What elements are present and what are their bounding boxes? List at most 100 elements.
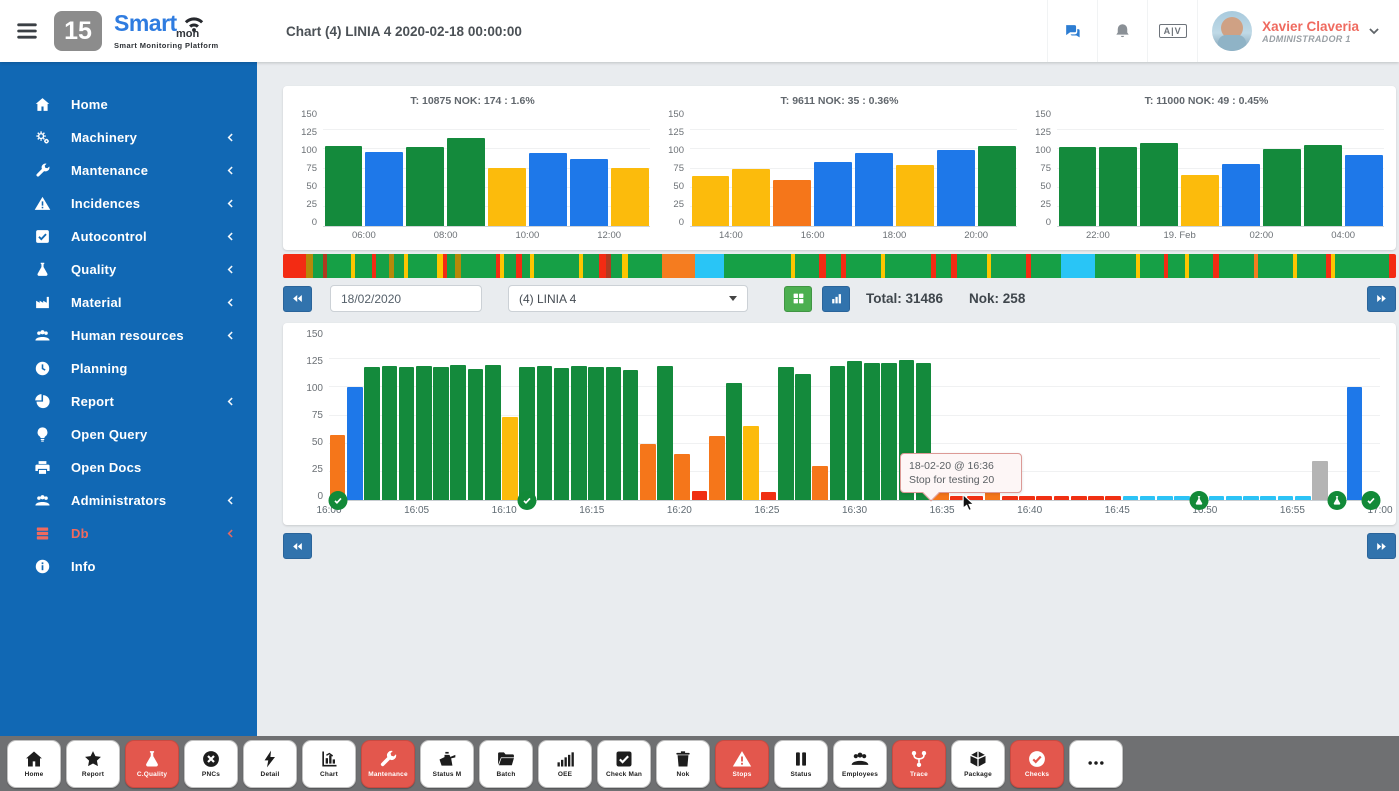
sidebar-item-machinery[interactable]: Machinery bbox=[0, 121, 257, 154]
toolbar-button-c-quality[interactable]: C.Quality bbox=[125, 739, 179, 788]
bar[interactable] bbox=[1277, 495, 1294, 500]
bar[interactable] bbox=[528, 153, 567, 226]
scroll-right-button[interactable] bbox=[1367, 533, 1396, 559]
av-toggle-button[interactable]: A|V bbox=[1147, 0, 1197, 62]
sidebar-item-open-docs[interactable]: Open Docs bbox=[0, 451, 257, 484]
bar[interactable] bbox=[1001, 495, 1018, 500]
menu-icon[interactable] bbox=[14, 18, 40, 44]
toolbar-button-batch[interactable]: Batch bbox=[479, 739, 533, 788]
bars[interactable] bbox=[690, 111, 1017, 226]
check-marker[interactable] bbox=[517, 491, 537, 510]
bar[interactable] bbox=[984, 489, 1001, 500]
bar[interactable] bbox=[519, 367, 536, 500]
bar[interactable] bbox=[1294, 495, 1311, 500]
bar[interactable] bbox=[415, 365, 432, 500]
bar[interactable] bbox=[450, 364, 467, 500]
bar[interactable] bbox=[324, 145, 363, 226]
bar[interactable] bbox=[433, 367, 449, 500]
prev-day-button[interactable] bbox=[283, 285, 312, 312]
notifications-button[interactable] bbox=[1097, 0, 1147, 62]
sidebar-item-incidences[interactable]: Incidences bbox=[0, 187, 257, 220]
bar[interactable] bbox=[1058, 147, 1097, 226]
bar[interactable] bbox=[773, 180, 812, 226]
bar[interactable] bbox=[977, 145, 1016, 226]
bar[interactable] bbox=[588, 367, 604, 500]
bar[interactable] bbox=[732, 169, 771, 226]
bar[interactable] bbox=[622, 370, 639, 500]
bar[interactable] bbox=[553, 368, 570, 500]
sidebar-item-info[interactable]: Info bbox=[0, 550, 257, 583]
bar[interactable] bbox=[1208, 495, 1225, 500]
sidebar-item-open-query[interactable]: Open Query bbox=[0, 418, 257, 451]
bar[interactable] bbox=[1088, 495, 1104, 500]
bar[interactable] bbox=[571, 365, 587, 500]
bar[interactable] bbox=[569, 158, 608, 226]
bar[interactable] bbox=[933, 488, 949, 500]
bar[interactable] bbox=[640, 443, 656, 500]
bar[interactable] bbox=[846, 361, 863, 500]
bar[interactable] bbox=[1346, 387, 1363, 500]
bar[interactable] bbox=[855, 153, 893, 226]
bar[interactable] bbox=[536, 365, 553, 500]
bar[interactable] bbox=[1303, 144, 1342, 226]
toolbar-button-check-man[interactable]: Check Man bbox=[597, 739, 651, 788]
bars[interactable] bbox=[323, 111, 650, 226]
bar[interactable] bbox=[1243, 495, 1259, 500]
bar[interactable] bbox=[1262, 148, 1301, 226]
bar[interactable] bbox=[467, 369, 484, 500]
bar[interactable] bbox=[329, 434, 346, 500]
bar[interactable] bbox=[743, 425, 760, 500]
bar[interactable] bbox=[1140, 143, 1179, 226]
toolbar-button-package[interactable]: Package bbox=[951, 739, 1005, 788]
sidebar-item-quality[interactable]: Quality bbox=[0, 253, 257, 286]
toolbar-button-more[interactable] bbox=[1069, 739, 1123, 788]
toolbar-button-status-m[interactable]: Status M bbox=[420, 739, 474, 788]
toolbar-button-checks[interactable]: Checks bbox=[1010, 739, 1064, 788]
sidebar-item-autocontrol[interactable]: Autocontrol bbox=[0, 220, 257, 253]
bar[interactable] bbox=[365, 151, 404, 226]
bar[interactable] bbox=[691, 491, 708, 500]
bar[interactable] bbox=[1344, 155, 1383, 226]
bar[interactable] bbox=[760, 492, 777, 500]
sidebar-item-planning[interactable]: Planning bbox=[0, 352, 257, 385]
sidebar-item-administrators[interactable]: Administrators bbox=[0, 484, 257, 517]
flask-marker[interactable] bbox=[1327, 491, 1347, 510]
sidebar-item-material[interactable]: Material bbox=[0, 286, 257, 319]
bar[interactable] bbox=[488, 167, 526, 226]
bar[interactable] bbox=[895, 165, 934, 226]
toolbar-button-status[interactable]: Status bbox=[774, 739, 828, 788]
messages-button[interactable] bbox=[1047, 0, 1097, 62]
check-marker[interactable] bbox=[328, 491, 348, 510]
bar[interactable] bbox=[364, 367, 380, 500]
user-menu[interactable]: Xavier Claveria ADMINISTRADOR 1 bbox=[1197, 0, 1399, 62]
bar[interactable] bbox=[674, 453, 691, 500]
bar[interactable] bbox=[1225, 495, 1242, 500]
status-timeline-strip[interactable] bbox=[283, 254, 1396, 278]
bar[interactable] bbox=[1312, 460, 1328, 500]
toolbar-button-mantenance[interactable]: Mantenance bbox=[361, 739, 415, 788]
date-input[interactable] bbox=[330, 285, 482, 312]
bar[interactable] bbox=[347, 387, 363, 500]
toolbar-button-home[interactable]: Home bbox=[7, 739, 61, 788]
bar[interactable] bbox=[1139, 495, 1156, 500]
toolbar-button-pncs[interactable]: PNCs bbox=[184, 739, 238, 788]
bar[interactable] bbox=[1260, 495, 1277, 500]
bar[interactable] bbox=[657, 365, 673, 500]
bar[interactable] bbox=[398, 367, 415, 500]
next-day-button[interactable] bbox=[1367, 285, 1396, 312]
sidebar-item-home[interactable]: Home bbox=[0, 88, 257, 121]
toolbar-button-detail[interactable]: Detail bbox=[243, 739, 297, 788]
bar[interactable] bbox=[814, 161, 852, 226]
bar[interactable] bbox=[605, 367, 622, 500]
bar[interactable] bbox=[881, 362, 897, 500]
bar[interactable] bbox=[1157, 495, 1173, 500]
bar[interactable] bbox=[447, 137, 485, 226]
sidebar-item-human-resources[interactable]: Human resources bbox=[0, 319, 257, 352]
bar[interactable] bbox=[484, 364, 501, 500]
bar[interactable] bbox=[950, 495, 966, 500]
bar[interactable] bbox=[864, 362, 880, 500]
bar[interactable] bbox=[1222, 163, 1260, 226]
bar[interactable] bbox=[726, 382, 742, 500]
toolbar-button-chart[interactable]: Chart bbox=[302, 739, 356, 788]
table-view-button[interactable] bbox=[784, 285, 812, 312]
